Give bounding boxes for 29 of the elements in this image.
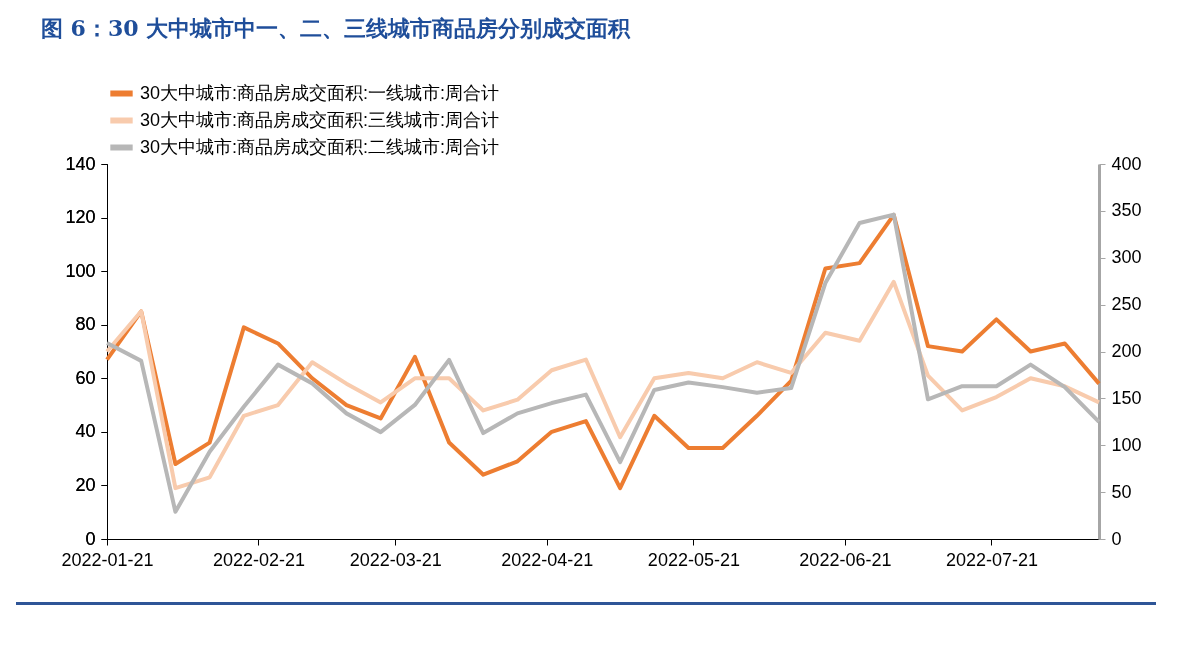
x-tick-label: 2022-04-21 (501, 549, 594, 570)
y-tick-label: 120 (65, 207, 96, 228)
y-tick-label: 60 (75, 367, 96, 388)
y2-tick-label: 200 (1111, 341, 1142, 361)
line-series (105, 279, 1101, 491)
y2-tick-label: 0 (1111, 528, 1122, 549)
x-tick-label: 2022-03-21 (349, 549, 442, 570)
x-tick-label: 2022-02-21 (212, 549, 306, 570)
x-tick-label: 2022-07-21 (945, 549, 1039, 570)
x-tick-label: 2022-05-21 (647, 549, 740, 570)
chart-title: 图 6：30 大中城市中一、二、三线城市商品房分别成交面积 (40, 15, 632, 41)
legend-label: 30大中城市:商品房成交面积:三线城市:周合计 (140, 109, 500, 130)
y2-tick-label: 350 (1111, 200, 1142, 221)
y2-tick-label: 100 (1111, 434, 1142, 455)
y2-tick-label: 300 (1111, 247, 1142, 268)
y-tick-label: 80 (75, 314, 96, 335)
x-tick-label: 2022-06-21 (799, 549, 892, 570)
legend-label: 30大中城市:商品房成交面积:一线城市:周合计 (140, 82, 500, 103)
y2-tick-label: 250 (1111, 294, 1142, 315)
y2-tick-label: 150 (1111, 387, 1142, 408)
legend-label: 30大中城市:商品房成交面积:二线城市:周合计 (140, 136, 500, 157)
x-tick-label: 2022-01-21 (61, 549, 154, 570)
y2-tick-label: 400 (1111, 153, 1142, 174)
y-tick-label: 100 (65, 260, 96, 281)
y-tick-label: 20 (75, 474, 96, 495)
y-tick-label: 140 (65, 153, 96, 174)
y-tick-label: 0 (85, 528, 96, 549)
y-tick-label: 40 (75, 421, 96, 442)
y2-tick-label: 50 (1111, 481, 1132, 502)
